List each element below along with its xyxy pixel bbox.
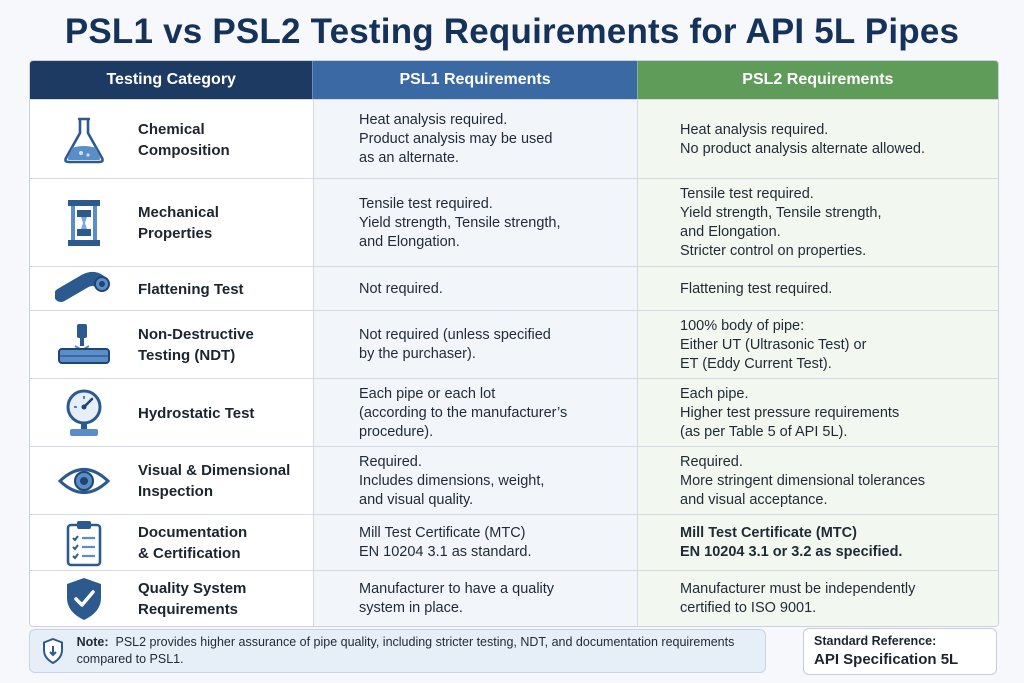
header-psl1: PSL1 Requirements <box>312 61 637 99</box>
table-row: Mechanical Properties Tensile test requi… <box>30 178 998 267</box>
psl1-cell: Tensile test required. Yield strength, T… <box>313 179 637 267</box>
category-label: Quality System Requirements <box>138 580 247 618</box>
psl2-cell: Manufacturer must be independently certi… <box>637 571 998 626</box>
comparison-table: Testing Category PSL1 Requirements PSL2 … <box>29 60 999 627</box>
note-text: Note: PSL2 provides higher assurance of … <box>77 634 765 668</box>
reference-value: API Specification 5L <box>814 651 959 668</box>
psl1-requirement: Tensile test required. Yield strength, T… <box>359 195 561 250</box>
header-testing-category: Testing Category <box>30 61 313 99</box>
psl2-cell: Heat analysis required. No product analy… <box>637 100 998 179</box>
psl1-cell: Heat analysis required. Product analysis… <box>313 100 637 179</box>
category-label: Visual & Dimensional Inspection <box>138 462 291 500</box>
category-label: Chemical Composition <box>138 120 230 159</box>
table-row: Documentation & Certification Mill Test … <box>30 514 998 571</box>
psl2-requirement: Required. More stringent dimensional tol… <box>680 453 926 508</box>
category-cell: Visual & Dimensional Inspection <box>30 447 313 515</box>
psl2-cell: Each pipe. Higher test pressure requirem… <box>637 379 998 447</box>
shield-info-icon <box>43 638 64 664</box>
psl1-cell: Each pipe or each lot (according to the … <box>313 379 637 447</box>
table-row: Visual & Dimensional Inspection Required… <box>30 446 998 515</box>
ndt-probe-icon <box>58 324 110 364</box>
psl2-requirement: Heat analysis required. No product analy… <box>680 121 926 157</box>
psl1-requirement: Not required. <box>359 280 443 297</box>
psl2-cell: Flattening test required. <box>637 267 998 311</box>
psl1-cell: Manufacturer to have a quality system in… <box>313 571 637 626</box>
table-row: Flattening Test Not required. Flattening… <box>30 266 998 311</box>
psl1-requirement: Mill Test Certificate (MTC) EN 10204 3.1… <box>359 525 532 560</box>
psl2-cell: Required. More stringent dimensional tol… <box>637 447 998 515</box>
note-label: Note: <box>76 635 109 649</box>
psl2-requirement: Each pipe. Higher test pressure requirem… <box>680 385 900 440</box>
category-cell: Documentation & Certification <box>30 515 313 571</box>
category-label: Mechanical Properties <box>138 204 219 242</box>
psl1-cell: Not required. <box>313 267 637 311</box>
category-cell: Chemical Composition <box>30 100 313 179</box>
psl1-requirement: Required. Includes dimensions, weight, a… <box>359 453 545 508</box>
flask-icon <box>64 117 104 163</box>
category-cell: Quality System Requirements <box>30 571 313 626</box>
category-cell: Flattening Test <box>30 267 313 311</box>
category-label: Hydrostatic Test <box>138 404 255 422</box>
psl2-requirement: 100% body of pipe: Either UT (Ultrasonic… <box>680 317 867 372</box>
note-body: PSL2 provides higher assurance of pipe q… <box>76 635 735 666</box>
psl1-requirement: Each pipe or each lot (according to the … <box>359 385 568 440</box>
psl2-requirement: Mill Test Certificate (MTC) EN 10204 3.1… <box>680 525 903 560</box>
category-label: Documentation & Certification <box>138 524 248 562</box>
psl2-cell: Mill Test Certificate (MTC) EN 10204 3.1… <box>637 515 998 571</box>
psl1-requirement: Not required (unless specified by the pu… <box>359 327 551 362</box>
psl1-cell: Required. Includes dimensions, weight, a… <box>313 447 637 515</box>
table-row: Quality System Requirements Manufacturer… <box>30 570 998 626</box>
table-row: Non-Destructive Testing (NDT) Not requir… <box>30 310 998 379</box>
standard-reference-box: Standard Reference: API Specification 5L <box>803 628 997 675</box>
clipboard-checklist-icon <box>66 521 102 567</box>
category-cell: Mechanical Properties <box>30 179 313 267</box>
pipe-icon <box>55 271 110 302</box>
psl2-requirement: Manufacturer must be independently certi… <box>680 581 916 616</box>
psl2-cell: 100% body of pipe: Either UT (Ultrasonic… <box>637 311 998 379</box>
psl2-requirement: Flattening test required. <box>680 280 833 297</box>
table-row: Hydrostatic Test Each pipe or each lot (… <box>30 378 998 447</box>
category-label: Non-Destructive Testing (NDT) <box>138 326 254 364</box>
category-cell: Non-Destructive Testing (NDT) <box>30 311 313 379</box>
reference-label: Standard Reference: <box>814 634 937 648</box>
page-title: PSL1 vs PSL2 Testing Requirements for AP… <box>64 12 960 51</box>
shield-check-icon <box>67 578 101 620</box>
pressure-gauge-icon <box>66 389 102 436</box>
table-header: Testing Category PSL1 Requirements PSL2 … <box>30 61 998 99</box>
psl2-requirement: Tensile test required. Yield strength, T… <box>680 186 882 259</box>
tensile-machine-icon <box>68 200 100 246</box>
category-label: Flattening Test <box>138 280 244 298</box>
psl2-cell: Tensile test required. Yield strength, T… <box>637 179 998 267</box>
psl1-cell: Mill Test Certificate (MTC) EN 10204 3.1… <box>313 515 637 571</box>
category-cell: Hydrostatic Test <box>30 379 313 447</box>
psl1-requirement: Heat analysis required. Product analysis… <box>359 112 553 166</box>
psl1-requirement: Manufacturer to have a quality system in… <box>359 581 555 616</box>
eye-icon <box>58 468 110 494</box>
note-box: Note: PSL2 provides higher assurance of … <box>29 629 766 673</box>
header-psl2: PSL2 Requirements <box>636 61 998 99</box>
psl1-cell: Not required (unless specified by the pu… <box>313 311 637 379</box>
table-row: Chemical Composition Heat analysis requi… <box>30 99 998 179</box>
